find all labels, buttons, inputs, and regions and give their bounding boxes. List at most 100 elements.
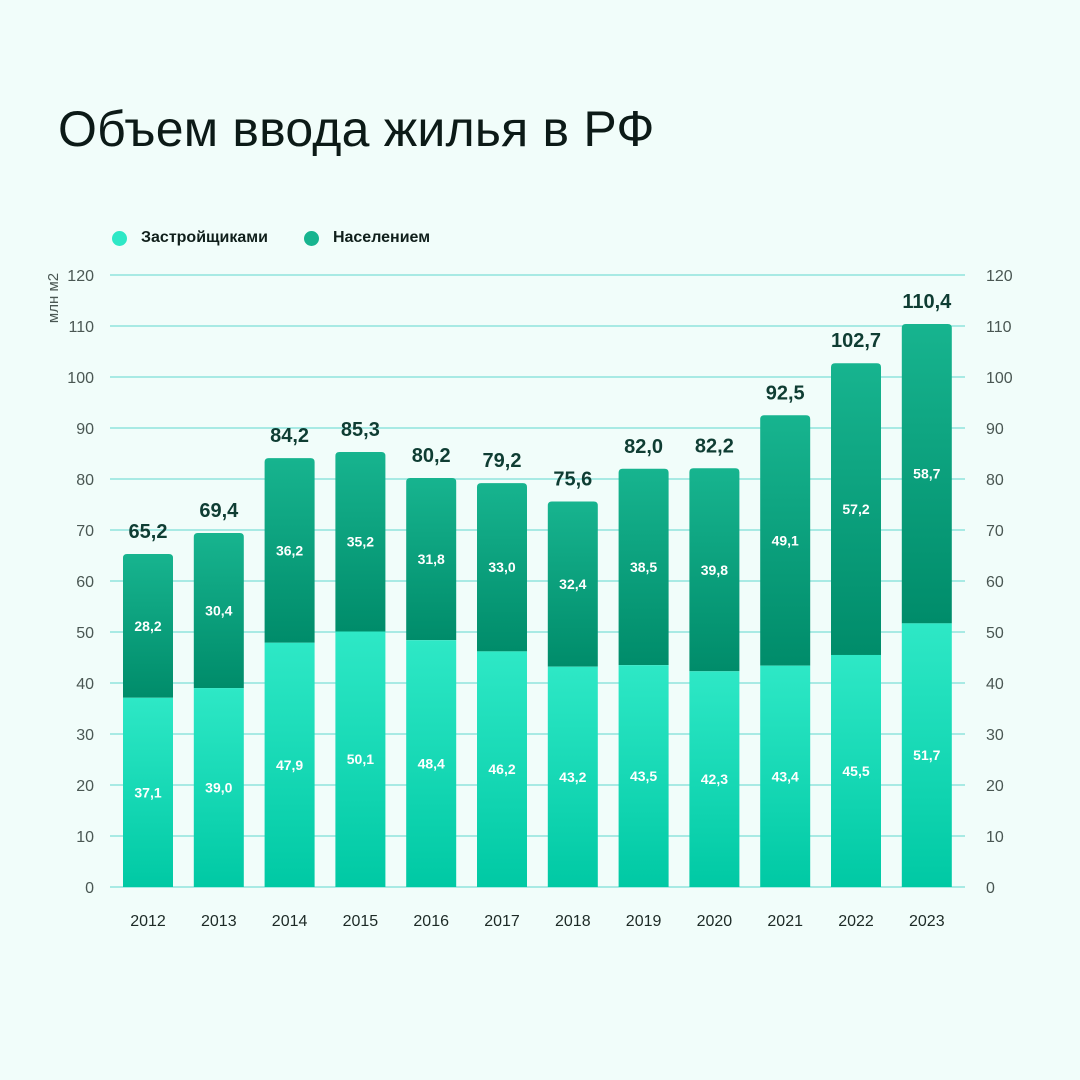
bar-segment-population — [123, 553, 173, 698]
bar-segment-population — [264, 458, 315, 643]
x-tick-label: 2013 — [201, 913, 237, 930]
total-label: 85,3 — [341, 419, 380, 441]
legend-label-population: Населением — [332, 229, 431, 246]
y-tick-label-left: 10 — [76, 829, 94, 846]
value-label-population: 35,2 — [347, 534, 374, 550]
total-label: 84,2 — [270, 425, 309, 447]
value-label-developers: 45,5 — [842, 763, 869, 779]
bar-segment-population — [618, 468, 669, 666]
y-tick-label-right: 20 — [986, 778, 1004, 795]
x-tick-label: 2019 — [626, 913, 662, 930]
y-tick-label-left: 30 — [76, 727, 94, 744]
x-tick-label: 2017 — [484, 913, 520, 930]
y-tick-label-left: 20 — [76, 778, 94, 795]
bar-segment-developers — [901, 623, 952, 887]
y-tick-label-right: 10 — [986, 829, 1004, 846]
y-tick-label-left: 0 — [85, 880, 94, 897]
value-label-population: 33,0 — [488, 559, 515, 575]
chart-title: Объем ввода жилья в РФ — [58, 101, 655, 157]
value-label-developers: 43,4 — [772, 768, 799, 784]
total-label: 102,7 — [831, 330, 881, 352]
legend-label-developers: Застройщиками — [141, 229, 268, 246]
value-label-developers: 48,4 — [418, 756, 445, 772]
total-label: 110,4 — [902, 291, 952, 313]
total-label: 75,6 — [553, 468, 592, 490]
y-tick-label-right: 50 — [986, 625, 1004, 642]
legend-dot-population — [303, 230, 319, 246]
x-tick-label: 2021 — [767, 913, 803, 930]
x-tick-label: 2018 — [555, 913, 591, 930]
bar-segment-developers — [618, 665, 669, 887]
y-tick-label-left: 120 — [67, 268, 94, 285]
bar-segment-population — [831, 363, 881, 655]
bar-segment-population — [335, 451, 386, 632]
y-tick-label-right: 40 — [986, 676, 1004, 693]
legend-dot-developers — [112, 230, 127, 246]
y-tick-label-right: 60 — [986, 574, 1004, 591]
value-label-population: 38,5 — [630, 559, 657, 575]
y-tick-label-left: 110 — [68, 319, 94, 336]
y-tick-label-right: 30 — [986, 727, 1004, 744]
chart-legend: Застройщиками Населением — [112, 229, 430, 247]
total-label: 80,2 — [412, 445, 451, 467]
value-label-developers: 43,2 — [559, 769, 586, 785]
bar-segment-developers — [193, 688, 244, 887]
value-label-population: 49,1 — [772, 532, 799, 548]
y-tick-label-left: 40 — [76, 676, 94, 693]
value-label-population: 39,8 — [701, 562, 728, 578]
value-label-population: 36,2 — [276, 542, 303, 558]
legend-item-developers: Застройщиками — [112, 229, 268, 247]
value-label-developers: 42,3 — [701, 771, 728, 787]
bar-segment-population — [477, 483, 527, 652]
value-label-population: 32,4 — [559, 576, 586, 592]
y-tick-label-left: 90 — [76, 421, 94, 438]
bar-segment-population — [760, 415, 811, 666]
y-tick-label-left: 50 — [76, 625, 94, 642]
value-label-population: 28,2 — [134, 618, 161, 634]
value-label-developers: 51,7 — [913, 747, 940, 763]
x-tick-label: 2015 — [343, 913, 379, 930]
bar-segment-developers — [406, 640, 457, 887]
x-tick-label: 2014 — [272, 913, 308, 930]
y-tick-label-left: 80 — [76, 472, 94, 489]
bar-segment-population — [547, 501, 598, 667]
y-tick-label-right: 120 — [986, 268, 1013, 285]
value-label-developers: 47,9 — [276, 757, 303, 773]
bar-segment-developers — [264, 642, 315, 887]
value-label-developers: 50,1 — [347, 751, 374, 767]
y-tick-label-right: 80 — [986, 472, 1004, 489]
bar-segment-developers — [689, 671, 740, 887]
x-tick-label: 2022 — [838, 913, 874, 930]
bar-segment-developers — [335, 631, 386, 887]
x-tick-label: 2023 — [909, 913, 945, 930]
bar-segment-developers — [547, 666, 598, 887]
bar-segment-developers — [123, 697, 173, 887]
value-label-developers: 37,1 — [134, 784, 161, 800]
legend-item-population: Населением — [303, 229, 431, 247]
bar-segment-developers — [477, 651, 527, 887]
value-label-developers: 46,2 — [488, 761, 515, 777]
bar-segment-developers — [831, 654, 881, 887]
y-tick-label-right: 100 — [986, 370, 1013, 387]
value-label-population: 30,4 — [205, 603, 232, 619]
value-label-developers: 39,0 — [205, 780, 232, 796]
total-label: 69,4 — [199, 500, 239, 522]
y-tick-label-left: 60 — [76, 574, 94, 591]
total-label: 65,2 — [129, 521, 168, 543]
bar-segment-population — [901, 323, 952, 624]
y-tick-label-right: 110 — [986, 319, 1012, 336]
y-axis-label: млн м2 — [45, 273, 62, 323]
bar-segment-population — [689, 468, 740, 672]
total-label: 92,5 — [766, 382, 805, 404]
value-label-population: 57,2 — [842, 501, 869, 517]
bar-segment-developers — [760, 665, 811, 887]
x-tick-label: 2016 — [413, 913, 449, 930]
bar-segment-population — [406, 477, 457, 641]
total-label: 82,2 — [695, 435, 734, 457]
value-label-population: 58,7 — [913, 466, 940, 482]
y-tick-label-left: 100 — [67, 370, 94, 387]
y-tick-label-right: 0 — [986, 880, 995, 897]
value-label-developers: 43,5 — [630, 768, 657, 784]
x-tick-label: 2012 — [130, 913, 166, 930]
